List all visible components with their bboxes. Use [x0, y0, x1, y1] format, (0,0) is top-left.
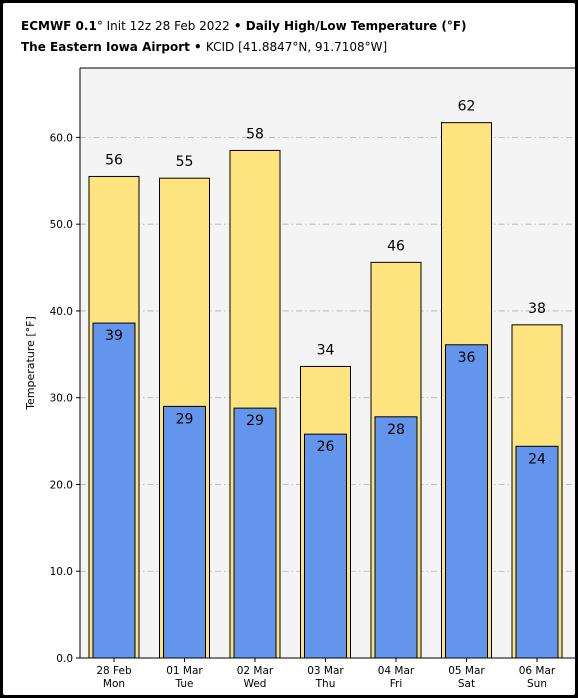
y-tick-label: 20.0 [50, 479, 73, 491]
high-value-label: 62 [458, 99, 476, 115]
y-axis-title: Temperature [°F] [24, 316, 37, 411]
x-tick-label: Mon [103, 678, 125, 690]
high-value-label: 34 [317, 342, 335, 358]
model-name: ECMWF 0.1 [21, 19, 97, 33]
x-tick-label: Fri [390, 678, 403, 690]
low-bar [163, 405, 206, 659]
y-tick-label: 30.0 [50, 393, 73, 405]
y-tick-label: 40.0 [50, 306, 73, 318]
low-value-label: 36 [458, 350, 476, 366]
chart-frame: ECMWF 0.1° Init 12z 28 Feb 2022 • Daily … [3, 3, 575, 695]
low-value-label: 29 [176, 411, 194, 427]
y-tick-label: 50.0 [50, 219, 73, 231]
header-bullet-1: • [229, 19, 246, 33]
degree-mark: ° [96, 19, 103, 33]
low-value-label: 39 [105, 328, 123, 344]
x-tick-label: 01 Mar [166, 665, 203, 677]
x-tick-label: 28 Feb [96, 665, 132, 677]
chart-svg: 0.0 10.0 20.0 30.0 40.0 50.0 60.0 Temperature [… [24, 67, 575, 690]
low-value-label: 29 [246, 413, 264, 429]
init-time: Init 12z 28 Feb 2022 [102, 19, 230, 33]
low-value-label: 24 [528, 451, 546, 467]
low-bar [445, 344, 488, 659]
high-value-label: 38 [528, 301, 546, 317]
header-line-1: ECMWF 0.1° Init 12z 28 Feb 2022 • Daily … [21, 16, 467, 37]
low-bar [233, 407, 277, 659]
high-value-label: 56 [105, 152, 123, 168]
low-bar [304, 433, 347, 659]
high-value-label: 46 [387, 238, 405, 254]
high-value-label: 55 [176, 154, 194, 170]
x-tick-label: Wed [244, 678, 267, 690]
x-tick-label: 03 Mar [307, 665, 344, 677]
high-value-label: 58 [246, 126, 264, 142]
low-value-label: 28 [387, 422, 405, 438]
x-tick-label: 02 Mar [237, 665, 274, 677]
header-line-2: The Eastern Iowa Airport • KCID [41.8847… [21, 37, 467, 58]
y-tick-label: 0.0 [56, 653, 73, 665]
location-name: The Eastern Iowa Airport [21, 40, 190, 54]
low-bar [374, 416, 418, 659]
x-tick-label: Tue [175, 678, 194, 690]
x-tick-label: 04 Mar [378, 665, 415, 677]
chart-title: Daily High/Low Temperature (°F) [245, 19, 467, 33]
x-tick-label: 05 Mar [448, 665, 485, 677]
low-bar [515, 445, 559, 659]
y-tick-label: 10.0 [50, 566, 73, 578]
x-tick-label: 06 Mar [519, 665, 556, 677]
x-tick-label: Sun [527, 678, 547, 690]
header-bullet-2: • [189, 40, 206, 54]
x-tick-label: Sat [458, 678, 475, 690]
station-info: KCID [41.8847°N, 91.7108°W] [205, 40, 388, 54]
chart-header: ECMWF 0.1° Init 12z 28 Feb 2022 • Daily … [21, 16, 467, 58]
x-tick-label: Thu [315, 678, 336, 690]
low-bar [92, 322, 136, 659]
y-tick-label: 60.0 [50, 132, 73, 144]
low-value-label: 26 [317, 439, 335, 455]
